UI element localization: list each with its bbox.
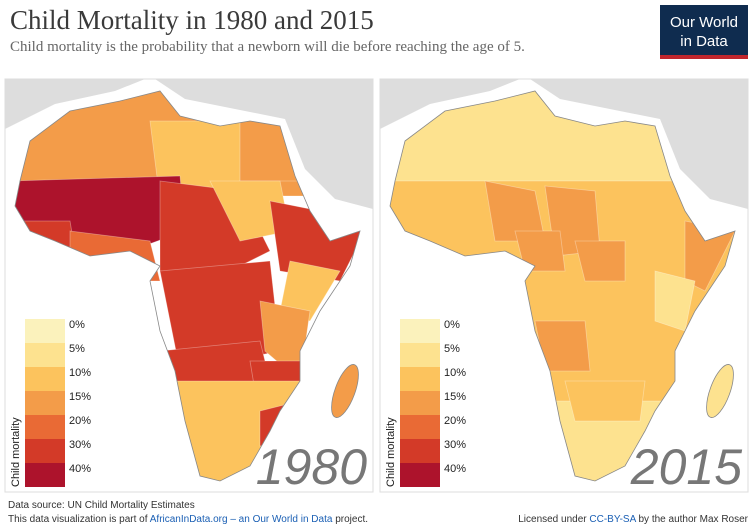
region: [574, 240, 626, 282]
legend-swatch: [25, 391, 65, 415]
legend-swatch: [400, 319, 440, 343]
legend-label: 10%: [444, 367, 466, 379]
title: Child Mortality in 1980 and 2015: [10, 5, 374, 35]
background-land: [155, 79, 373, 209]
legend-label: 20%: [69, 415, 91, 427]
legend-label: 0%: [69, 319, 85, 331]
legend-swatch: [400, 415, 440, 439]
region: [514, 230, 566, 272]
legend-label: 15%: [444, 391, 466, 403]
legend-swatch: [400, 367, 440, 391]
legend-label: 40%: [444, 463, 466, 475]
logo: Our World in Data: [660, 5, 748, 59]
year-label: 1980: [256, 439, 367, 495]
part-note: This data visualization is part of Afric…: [8, 514, 368, 525]
license: Licensed under CC-BY-SA by the author Ma…: [518, 514, 748, 525]
legend-title: Child mortality: [385, 417, 397, 487]
legend-label: 20%: [444, 415, 466, 427]
legend-swatch: [25, 319, 65, 343]
legend-label: 5%: [444, 343, 460, 355]
legend-label: 5%: [69, 343, 85, 355]
source: Data source: UN Child Mortality Estimate…: [8, 500, 195, 511]
legend-swatch: [400, 343, 440, 367]
logo-box: [660, 5, 748, 55]
legend-label: 30%: [444, 439, 466, 451]
legend-swatch: [25, 439, 65, 463]
map-panel: 0% 5% 10% 15% 20% 30% 40% Child mortality 2015: [379, 78, 749, 495]
maps: 0%5%10%15%20%30%40%Child mortality 19800%…: [4, 78, 749, 495]
license-link[interactable]: CC-BY-SA: [589, 514, 636, 525]
legend-swatch: [400, 439, 440, 463]
legend-label: 10%: [69, 367, 91, 379]
license-prefix: Licensed under: [518, 514, 589, 525]
region: [279, 260, 341, 322]
legend-swatch: [400, 463, 440, 487]
logo-strip: [660, 55, 748, 59]
part-link[interactable]: AfricanInData.org – an Our World in Data: [150, 514, 333, 525]
madagascar: [331, 364, 359, 418]
legend-swatch: [25, 463, 65, 487]
legend-swatch: [400, 391, 440, 415]
legend-swatch: [25, 415, 65, 439]
legend-label: 30%: [69, 439, 91, 451]
region: [564, 380, 646, 422]
logo-text: in Data: [680, 33, 728, 50]
logo-text: Our World: [670, 14, 738, 31]
license-suffix: by the author Max Roser: [636, 514, 749, 525]
year-label: 2015: [630, 439, 742, 495]
part-prefix: This data visualization is part of: [8, 514, 150, 525]
background-land: [380, 79, 520, 129]
legend-label: 0%: [444, 319, 460, 331]
part-suffix: project.: [332, 514, 368, 525]
legend-swatch: [25, 367, 65, 391]
madagascar: [706, 364, 734, 418]
legend-label: 40%: [69, 463, 91, 475]
legend-swatch: [25, 343, 65, 367]
map-panel: 0% 5% 10% 15% 20% 30% 40% Child mortality 1980: [4, 78, 374, 495]
legend-label: 15%: [69, 391, 91, 403]
legend-title: Child mortality: [10, 417, 22, 487]
background-land: [530, 79, 748, 209]
subtitle: Child mortality is the probability that …: [10, 39, 525, 55]
background-land: [5, 79, 145, 129]
